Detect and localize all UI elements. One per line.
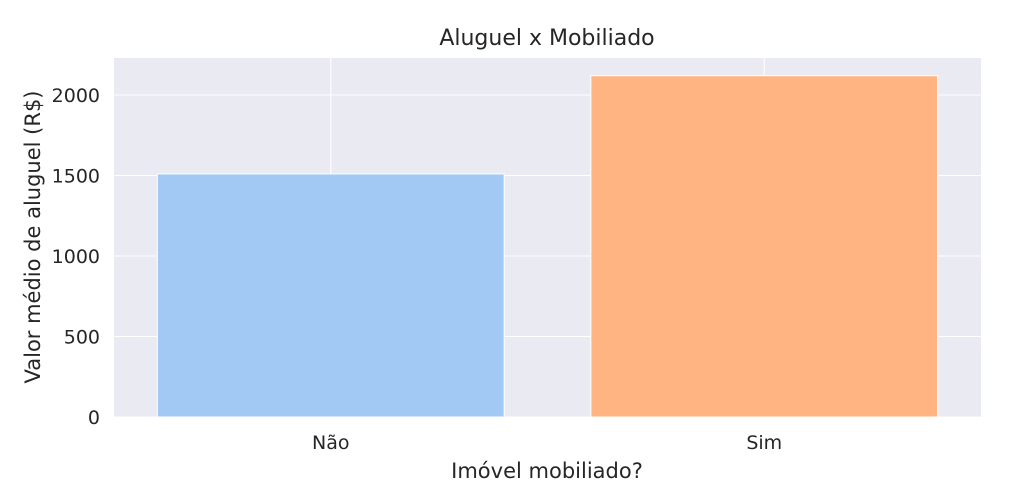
bar: [590, 75, 939, 418]
bars: [156, 75, 939, 418]
y-tick-label: 1000: [52, 246, 100, 268]
y-tick-label: 1500: [52, 166, 100, 188]
x-tick-label: Sim: [746, 432, 782, 454]
x-tick-label: Não: [312, 432, 349, 454]
x-axis-label: Imóvel mobiliado?: [451, 459, 643, 483]
y-axis-label: Valor médio de aluguel (R$): [21, 90, 45, 383]
y-tick-label: 0: [88, 407, 100, 429]
x-tick-labels: Não Sim: [312, 432, 782, 454]
bar: [156, 173, 505, 418]
y-tick-labels: 0 500 1000 1500 2000: [52, 85, 100, 429]
y-tick-label: 2000: [52, 85, 100, 107]
chart-title: Aluguel x Mobiliado: [439, 26, 654, 51]
y-tick-label: 500: [64, 327, 100, 349]
